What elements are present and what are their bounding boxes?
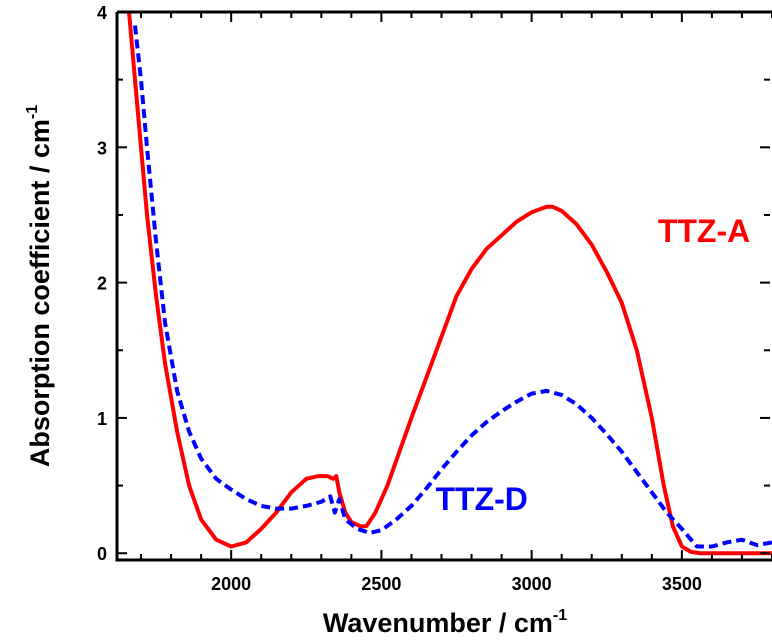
y-tick-label: 4: [97, 3, 107, 23]
x-tick-label: 2500: [361, 574, 401, 594]
x-tick-label: 2000: [211, 574, 251, 594]
series-label-ttz-d: TTZ-D: [435, 481, 527, 517]
x-tick-label: 3000: [512, 574, 552, 594]
y-tick-label: 3: [97, 138, 107, 158]
y-axis-title: Absorption coefficient / cm-1: [24, 105, 55, 467]
y-tick-label: 1: [97, 409, 107, 429]
series-label-ttz-a: TTZ-A: [658, 213, 750, 249]
y-tick-label: 0: [97, 544, 107, 564]
x-tick-label: 3500: [662, 574, 702, 594]
x-axis-title-superscript: -1: [553, 607, 567, 624]
x-axis-title: Wavenumber / cm-1: [323, 607, 567, 638]
series-line-ttz-d: [133, 25, 772, 549]
series-line-ttz-a: [127, 12, 772, 556]
y-tick-label: 2: [97, 274, 107, 294]
y-axis-title-superscript: -1: [24, 105, 41, 119]
axis-frame: [115, 12, 772, 562]
